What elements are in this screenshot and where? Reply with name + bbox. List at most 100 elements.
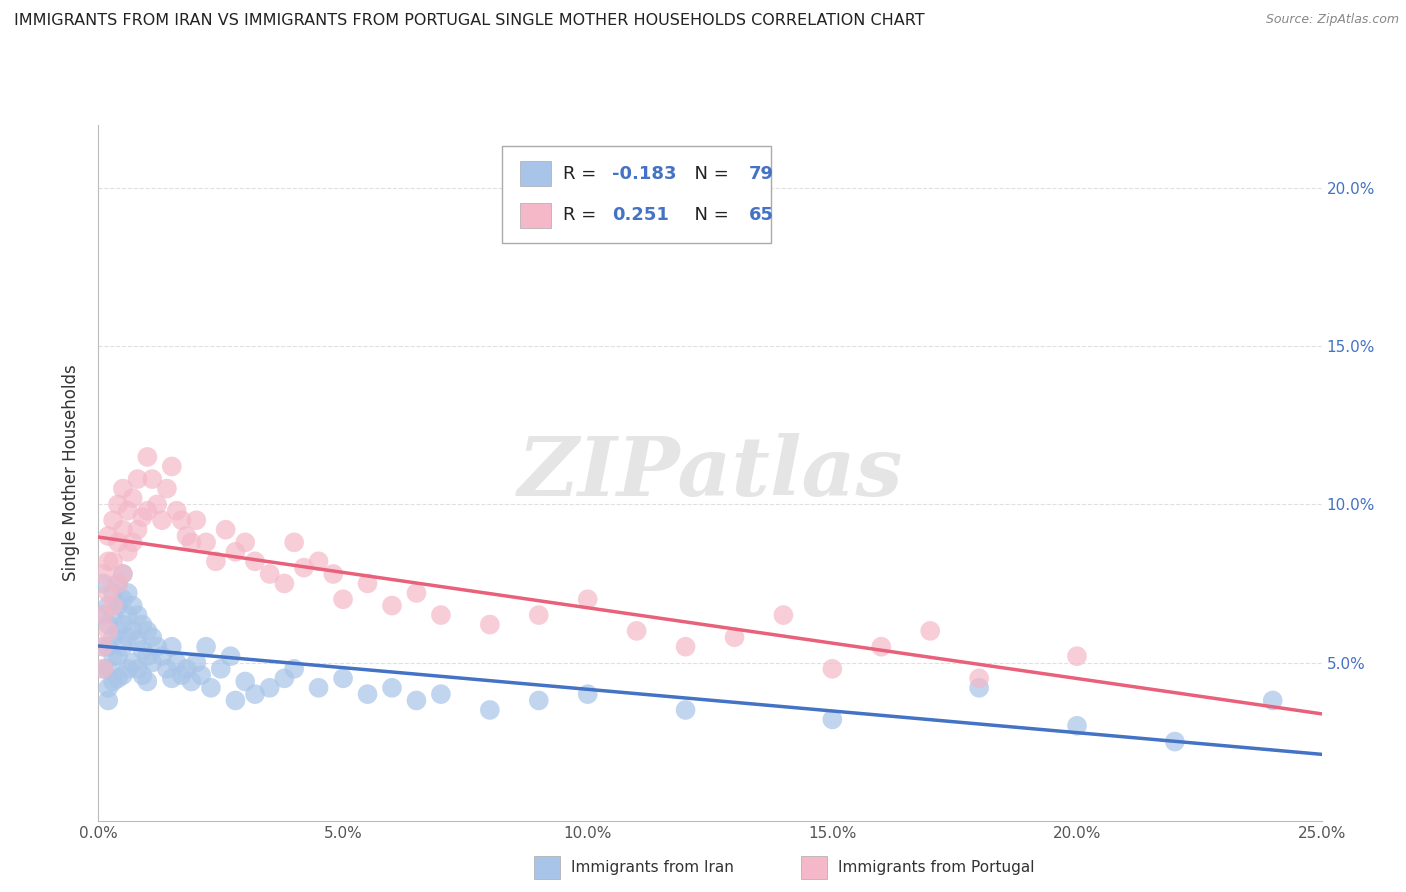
Point [200,681,222,695]
Point [626,624,648,638]
Point [332,592,354,607]
Point [91,662,114,676]
Point [156,662,179,676]
Point [870,640,893,654]
Point [107,576,129,591]
Point [117,586,139,600]
Text: 79: 79 [749,165,775,183]
Point [723,630,745,644]
Point [97,554,120,568]
Point [405,693,427,707]
Point [821,713,844,727]
Point [136,624,159,638]
Point [117,608,139,623]
Point [136,504,159,518]
Point [97,599,120,613]
Point [381,681,404,695]
Point [233,535,256,549]
Point [170,513,193,527]
Point [107,624,129,638]
Point [920,624,942,638]
Point [209,662,232,676]
Point [117,545,139,559]
Point [1261,693,1284,707]
Point [176,529,198,543]
Point [111,482,134,496]
Point [332,671,354,685]
Point [107,497,129,511]
Point [772,608,794,623]
Point [170,668,193,682]
Text: R =: R = [564,206,602,224]
Point [478,703,501,717]
Point [91,640,114,654]
Text: N =: N = [683,206,734,224]
Point [91,566,114,581]
Point [150,513,173,527]
Point [180,535,202,549]
Point [214,523,236,537]
Point [121,535,143,549]
Point [224,545,246,559]
Point [101,554,124,568]
Point [121,656,143,670]
Point [127,472,149,486]
Point [967,681,990,695]
Point [97,617,120,632]
Point [131,617,153,632]
Point [127,523,149,537]
Point [283,535,305,549]
Point [205,554,228,568]
Point [273,576,295,591]
Point [430,608,453,623]
Point [675,640,697,654]
Point [97,640,120,654]
Point [675,703,697,717]
Text: Immigrants from Iran: Immigrants from Iran [571,861,734,875]
Point [97,586,120,600]
Point [111,668,134,682]
Point [381,599,404,613]
Point [273,671,295,685]
Point [292,560,315,574]
Point [131,643,153,657]
Point [243,554,266,568]
Point [259,566,281,581]
Point [1066,719,1088,733]
Text: ZIPatlas: ZIPatlas [517,433,903,513]
Point [308,554,330,568]
Bar [520,203,551,227]
Point [821,662,844,676]
Point [233,674,256,689]
Point [160,671,183,685]
Point [308,681,330,695]
Point [91,608,114,623]
Point [121,491,143,505]
Point [117,662,139,676]
Point [1066,649,1088,664]
Point [101,599,124,613]
Point [91,608,114,623]
Point [576,592,599,607]
Point [141,630,163,644]
Point [136,450,159,464]
Point [1164,734,1187,748]
Text: N =: N = [683,165,734,183]
Point [127,662,149,676]
Point [107,599,129,613]
Point [150,649,173,664]
Point [111,566,134,581]
Point [97,529,120,543]
Point [111,617,134,632]
Point [356,576,378,591]
Point [111,523,134,537]
Text: Source: ZipAtlas.com: Source: ZipAtlas.com [1265,13,1399,27]
Point [101,608,124,623]
Point [117,630,139,644]
Point [186,656,208,670]
Point [283,662,305,676]
Point [97,693,120,707]
Point [91,576,114,591]
Point [141,656,163,670]
Text: 0.251: 0.251 [612,206,669,224]
